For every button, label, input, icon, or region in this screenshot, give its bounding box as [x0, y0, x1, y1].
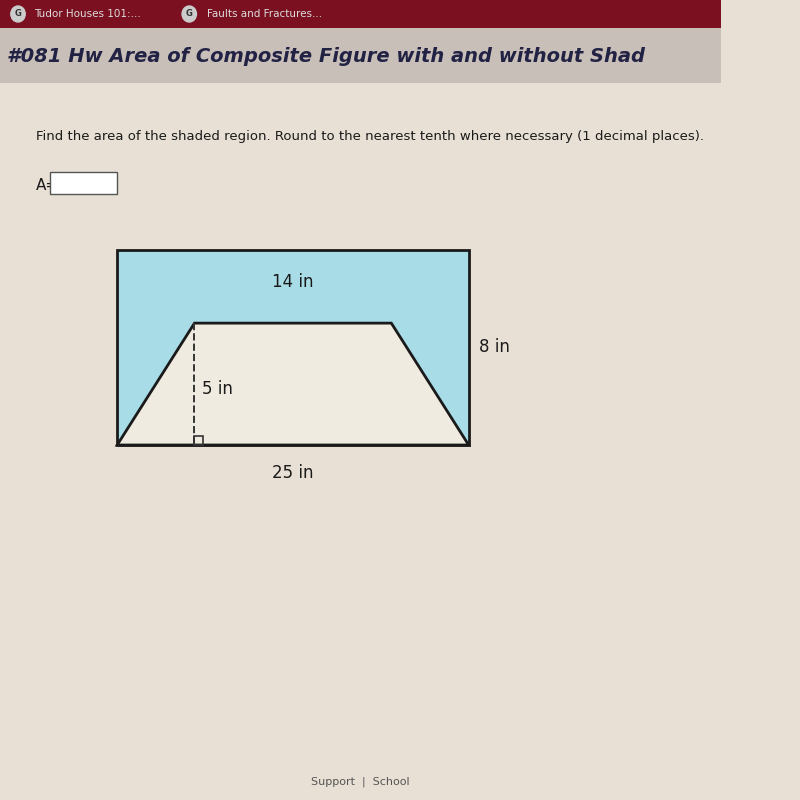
Bar — [0, 28, 721, 83]
Text: #081 Hw Area of Composite Figure with and without Shad: #081 Hw Area of Composite Figure with an… — [7, 47, 646, 66]
Text: 14 in: 14 in — [272, 273, 314, 291]
Text: A=: A= — [36, 178, 59, 193]
Text: 5 in: 5 in — [202, 380, 233, 398]
Bar — [50, 172, 117, 194]
Bar — [117, 250, 469, 445]
Text: Faults and Fractures...: Faults and Fractures... — [207, 9, 322, 19]
Text: Tudor Houses 101:...: Tudor Houses 101:... — [34, 9, 141, 19]
Text: 8 in: 8 in — [479, 338, 510, 357]
Text: Find the area of the shaded region. Round to the nearest tenth where necessary (: Find the area of the shaded region. Roun… — [36, 130, 704, 143]
Bar — [194, 436, 202, 445]
Bar — [0, 0, 721, 28]
Circle shape — [182, 6, 197, 22]
Text: G: G — [14, 10, 22, 18]
Text: G: G — [186, 10, 193, 18]
Polygon shape — [117, 323, 469, 445]
Circle shape — [11, 6, 26, 22]
Text: 25 in: 25 in — [272, 464, 314, 482]
Text: Support  |  School: Support | School — [311, 777, 410, 787]
